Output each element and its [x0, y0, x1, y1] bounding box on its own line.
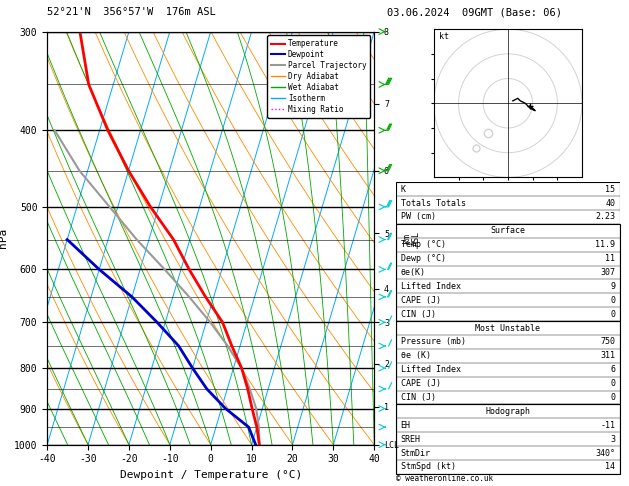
Text: kt: kt [439, 32, 448, 41]
Text: -11: -11 [600, 421, 615, 430]
Text: 14: 14 [605, 462, 615, 471]
Text: 03.06.2024  09GMT (Base: 06): 03.06.2024 09GMT (Base: 06) [387, 7, 562, 17]
Text: 11: 11 [605, 254, 615, 263]
Text: Lifted Index: Lifted Index [401, 282, 460, 291]
Text: Lifted Index: Lifted Index [401, 365, 460, 374]
Text: 11.9: 11.9 [595, 240, 615, 249]
Text: 9: 9 [610, 282, 615, 291]
Text: Hodograph: Hodograph [486, 407, 530, 416]
Bar [396, 182, 620, 224]
Text: θe (K): θe (K) [401, 351, 431, 360]
Text: CAPE (J): CAPE (J) [401, 296, 441, 305]
X-axis label: Dewpoint / Temperature (°C): Dewpoint / Temperature (°C) [120, 470, 302, 480]
Y-axis label: km
ASL: km ASL [402, 231, 421, 245]
Legend: Temperature, Dewpoint, Parcel Trajectory, Dry Adiabat, Wet Adiabat, Isotherm, Mi: Temperature, Dewpoint, Parcel Trajectory… [267, 35, 370, 118]
Text: 340°: 340° [595, 449, 615, 457]
Text: PW (cm): PW (cm) [401, 212, 436, 222]
Text: StmSpd (kt): StmSpd (kt) [401, 462, 456, 471]
Text: EH: EH [401, 421, 411, 430]
Text: 307: 307 [600, 268, 615, 277]
Text: 0: 0 [610, 393, 615, 402]
Text: StmDir: StmDir [401, 449, 431, 457]
Bar [396, 321, 620, 404]
Text: 0: 0 [610, 379, 615, 388]
Text: 0: 0 [610, 296, 615, 305]
Bar [396, 224, 620, 321]
Bar [396, 404, 620, 474]
Text: 2.23: 2.23 [595, 212, 615, 222]
Text: 311: 311 [600, 351, 615, 360]
Y-axis label: hPa: hPa [0, 228, 8, 248]
Text: Surface: Surface [491, 226, 525, 235]
Text: Dewp (°C): Dewp (°C) [401, 254, 446, 263]
Text: CIN (J): CIN (J) [401, 310, 436, 319]
Text: Pressure (mb): Pressure (mb) [401, 337, 465, 347]
Text: CIN (J): CIN (J) [401, 393, 436, 402]
Text: 40: 40 [605, 199, 615, 208]
Text: CAPE (J): CAPE (J) [401, 379, 441, 388]
Text: SREH: SREH [401, 434, 421, 444]
Text: 3: 3 [610, 434, 615, 444]
Text: 52°21'N  356°57'W  176m ASL: 52°21'N 356°57'W 176m ASL [47, 7, 216, 17]
Text: 750: 750 [600, 337, 615, 347]
Text: 15: 15 [605, 185, 615, 194]
Text: Temp (°C): Temp (°C) [401, 240, 446, 249]
Text: 6: 6 [610, 365, 615, 374]
Text: Totals Totals: Totals Totals [401, 199, 465, 208]
Text: K: K [401, 185, 406, 194]
Text: 0: 0 [610, 310, 615, 319]
Text: © weatheronline.co.uk: © weatheronline.co.uk [396, 474, 493, 483]
Text: θe(K): θe(K) [401, 268, 426, 277]
Text: Most Unstable: Most Unstable [476, 324, 540, 332]
